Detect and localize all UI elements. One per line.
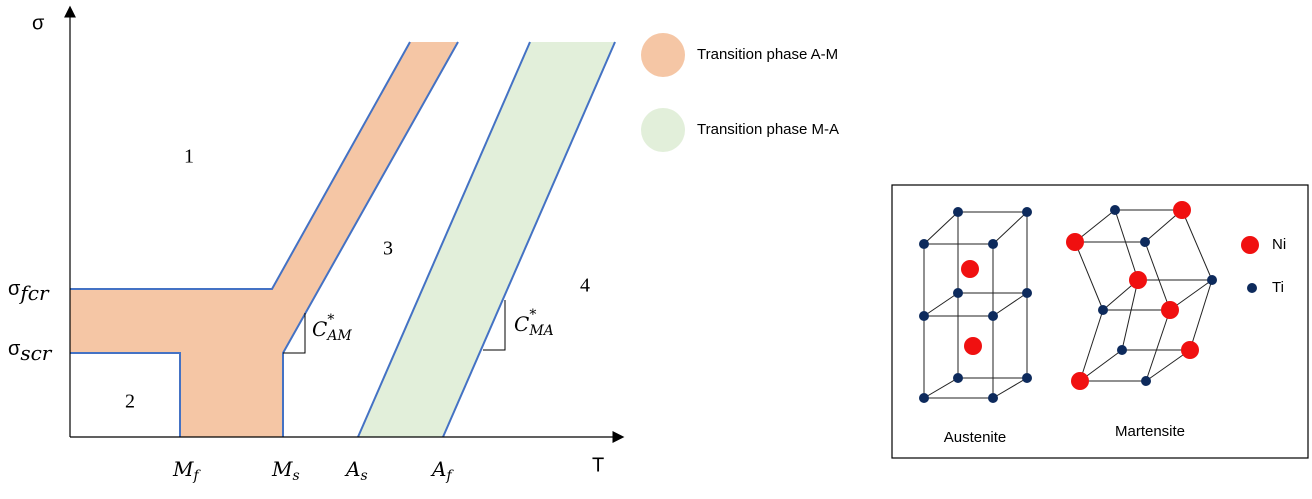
y-axis-label: σ (32, 12, 45, 34)
diagram: σ T σfcr σscr Mf Ms As Af 1 2 3 4 C*AM C… (0, 0, 1312, 494)
x-tick-label: Ms (271, 457, 300, 485)
slope-sup: * (529, 307, 536, 323)
tick-base: M (172, 457, 194, 481)
slope-base: C (312, 317, 327, 341)
slope-label: C*MA (514, 307, 554, 339)
tick-base: σ (8, 338, 21, 360)
atom-label: Ni (1272, 236, 1286, 253)
tick-base: A (430, 457, 446, 481)
structure-label: Austenite (944, 429, 1007, 446)
legend-label: Transition phase A-M (697, 46, 838, 63)
inset-box (892, 185, 1308, 458)
region-label: 2 (125, 391, 135, 413)
slope-sup: * (327, 312, 334, 328)
structure-label: Martensite (1115, 423, 1185, 440)
x-tick-label: As (344, 457, 368, 485)
atom-key-ni (1241, 236, 1259, 254)
x-tick-label: Af (430, 457, 454, 485)
legend-label: Transition phase M-A (697, 121, 839, 138)
y-tick-label: σscr (8, 338, 53, 364)
tick-base: A (344, 457, 360, 481)
region-label: 3 (383, 238, 393, 260)
slope-base: C (514, 312, 529, 336)
tick-sub: f (445, 468, 454, 484)
tick-sub: scr (20, 341, 52, 365)
x-tick-label: Mf (172, 457, 201, 485)
slope-sub: AM (325, 328, 352, 344)
region-label: 1 (184, 146, 194, 168)
x-axis-label: T (592, 454, 604, 476)
tick-sub: f (192, 468, 201, 484)
tick-base: M (271, 457, 293, 481)
region-label: 4 (580, 275, 590, 297)
tick-base: σ (8, 278, 21, 300)
tick-sub: s (292, 468, 299, 484)
tick-sub: s (360, 468, 367, 484)
tick-sub: fcr (18, 281, 50, 305)
legend-swatch (641, 33, 685, 77)
atom-label: Ti (1272, 279, 1284, 296)
atom-key-ti (1247, 283, 1257, 293)
slope-label: C*AM (312, 312, 352, 344)
y-tick-label: σfcr (8, 278, 50, 304)
legend-swatch (641, 108, 685, 152)
slope-sub: MA (528, 323, 553, 339)
